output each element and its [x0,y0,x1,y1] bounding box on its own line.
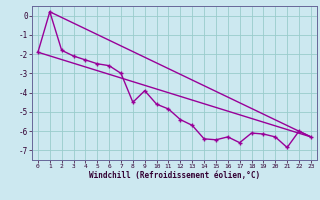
X-axis label: Windchill (Refroidissement éolien,°C): Windchill (Refroidissement éolien,°C) [89,171,260,180]
